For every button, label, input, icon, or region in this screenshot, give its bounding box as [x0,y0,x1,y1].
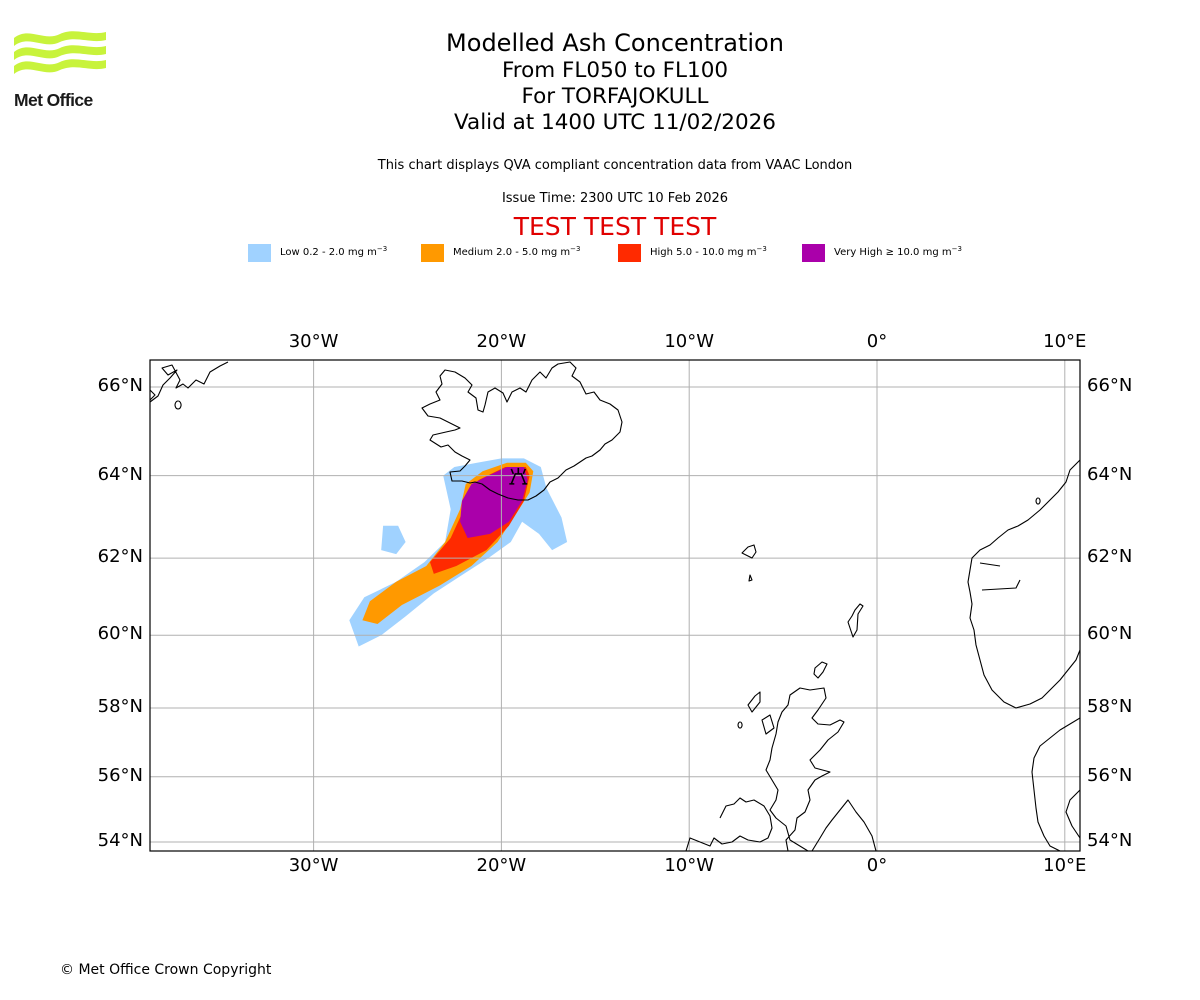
copyright: © Met Office Crown Copyright [60,962,272,978]
lat-tick-label-right: 58°N [1087,695,1133,717]
ash-region-very-high [460,467,528,538]
legend-unit-exponent: −3 [951,245,962,253]
lat-tick-label-right: 66°N [1087,375,1133,396]
lat-tick-label-left: 60°N [97,623,143,645]
lon-tick-label-bottom: 10°W [664,855,715,876]
legend-label-medium: Medium 2.0 - 5.0 mg m [453,247,571,258]
met-office-logo: Met Office [12,28,108,114]
lat-tick-label-left: 62°N [97,546,143,568]
lat-tick-label-left: 66°N [97,375,143,396]
lat-tick-label-right: 64°N [1087,463,1133,485]
legend-swatch-medium [421,244,444,262]
lat-tick-label-right: 62°N [1087,546,1133,568]
chart-titles: Modelled Ash Concentration From FL050 to… [0,28,1200,136]
lat-tick-label-left: 54°N [97,830,143,851]
volcano-name: For TORFAJOKULL [521,84,709,109]
legend-unit-exponent: −3 [570,245,581,253]
lon-tick-label-bottom: 0° [866,855,888,876]
coastline-norway [967,459,1080,709]
lon-tick-label-bottom: 30°W [288,855,339,876]
volcano-marker [509,467,528,485]
legend-label-low: Low 0.2 - 2.0 mg m [280,247,377,258]
ash-plume-layer [349,458,568,647]
graticule [150,360,1080,851]
legend-label-very-high: Very High ≥ 10.0 mg m [834,247,952,258]
coastlines [150,361,1080,851]
test-banner: TEST TEST TEST [513,212,717,241]
lon-tick-label-top: 10°W [664,331,715,352]
legend-label-high: High 5.0 - 10.0 mg m [650,247,757,258]
coastline-greenland [150,361,229,410]
lat-tick-label-right: 56°N [1087,764,1133,786]
lat-tick-label-left: 58°N [97,695,143,717]
lon-tick-label-top: 10°E [1043,331,1087,352]
lat-tick-label-left: 56°N [97,764,143,786]
met-office-waves-icon [14,31,106,74]
ash-region-low [381,525,406,555]
lon-tick-label-top: 20°W [476,331,527,352]
coastline-iceland [421,361,623,501]
volcano-icon [509,467,528,485]
coastline-shetland [813,603,864,679]
issue-time: Issue Time: 2300 UTC 10 Feb 2026 [501,191,729,206]
lon-tick-label-top: 30°W [288,331,339,352]
lon-tick-label-bottom: 10°E [1043,855,1087,876]
lon-tick-label-top: 0° [866,331,888,352]
legend-swatch-very-high [802,244,825,262]
legend-swatch-low [248,244,271,262]
lat-tick-label-right: 60°N [1087,623,1133,645]
chart-title: Modelled Ash Concentration [446,29,784,57]
flight-levels: From FL050 to FL100 [501,58,729,83]
legend-swatch-high [618,244,641,262]
lon-tick-label-bottom: 20°W [476,855,527,876]
legend-unit-exponent: −3 [756,245,767,253]
legend-unit-exponent: −3 [376,245,388,253]
map-frame [149,359,1081,852]
logo-text: Met Office [14,90,93,110]
lat-tick-label-right: 54°N [1087,830,1133,851]
valid-time: Valid at 1400 UTC 11/02/2026 [453,110,776,135]
coastline-great-britain [737,687,877,851]
compliance-note: This chart displays QVA compliant concen… [377,158,853,173]
coastline-ireland [685,797,773,851]
lat-tick-label-left: 64°N [97,463,143,485]
coastline-denmark [1031,717,1080,851]
coastline-faroe [741,544,757,582]
